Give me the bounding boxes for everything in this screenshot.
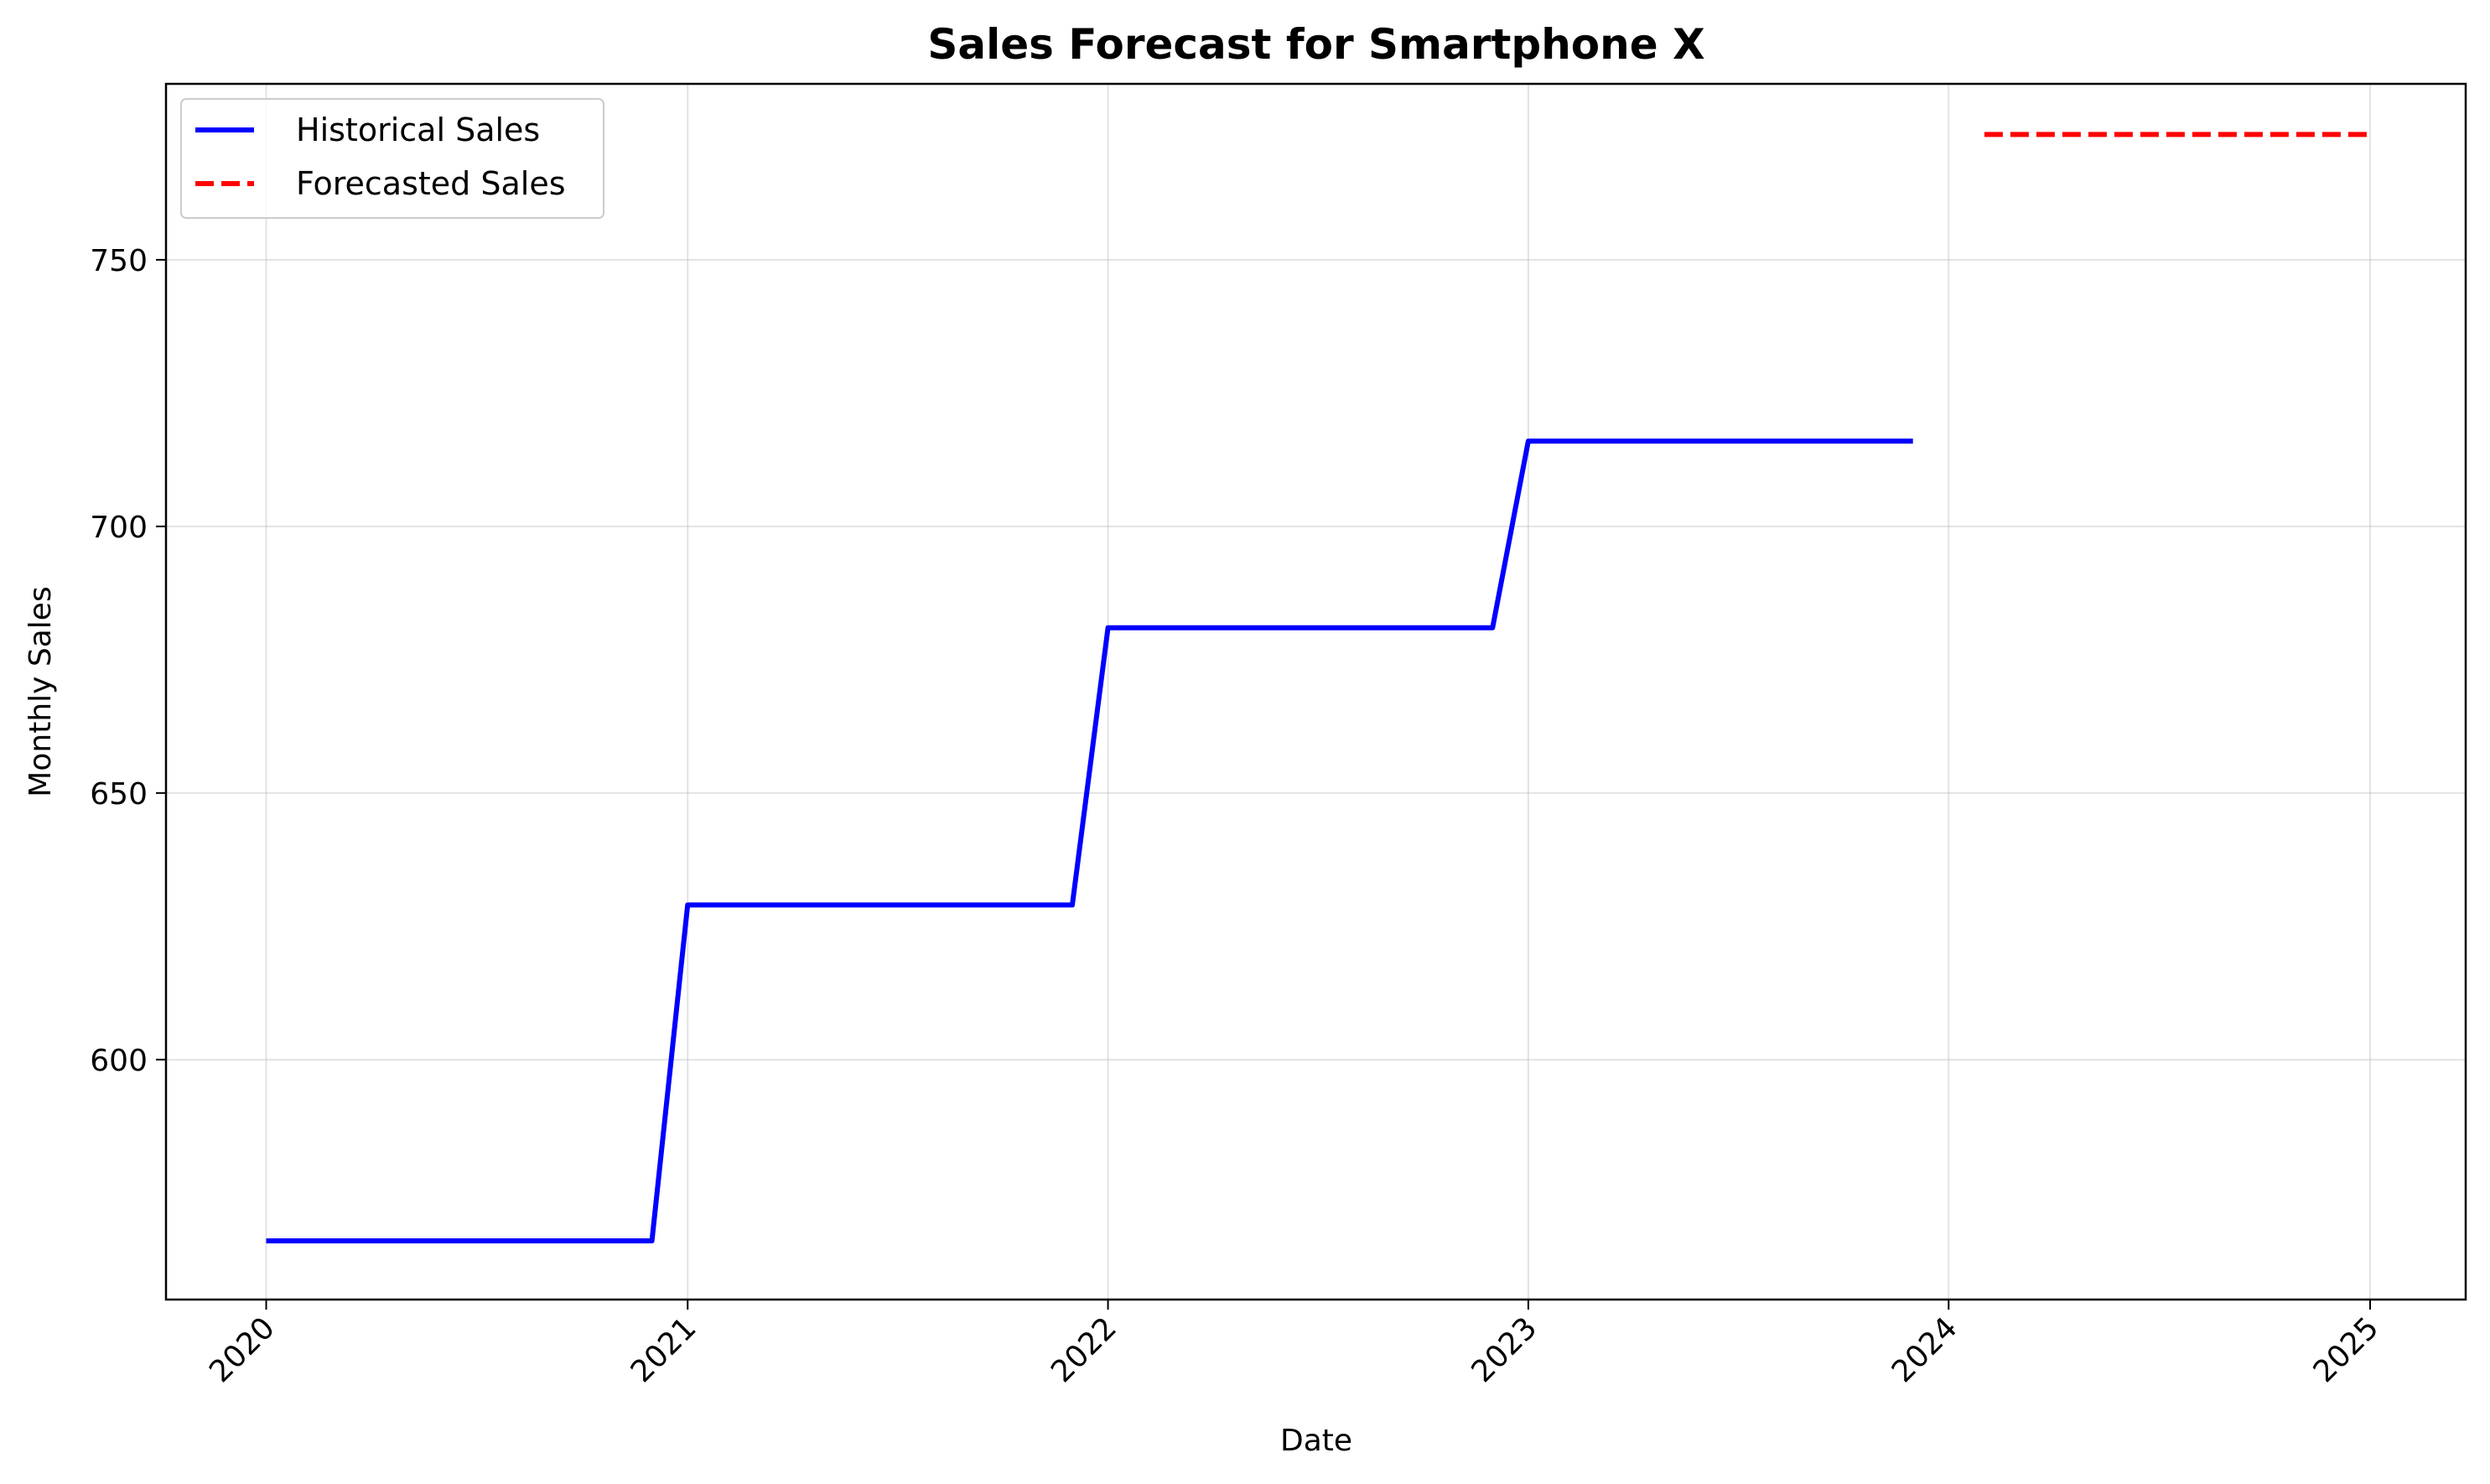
legend-entry-label: Forecasted Sales [296,165,566,202]
y-axis-label: Monthly Sales [23,586,58,796]
x-axis-label: Date [1280,1424,1352,1458]
y-tick-label: 750 [90,244,148,278]
y-tick-label: 650 [90,777,148,812]
series-line-historical-sales [266,438,1913,1243]
y-tick-label: 700 [90,511,148,545]
plot-area-frame [164,82,2467,1301]
legend-entry-label: Historical Sales [296,112,540,148]
y-tick-label: 600 [90,1044,148,1078]
chart-title: Sales Forecast for Smartphone X [927,20,1704,69]
gridlines [166,84,2466,1300]
series-layer [266,132,2370,1243]
legend-box [180,98,604,219]
legend: Historical Sales Forecasted Sales [180,98,604,219]
